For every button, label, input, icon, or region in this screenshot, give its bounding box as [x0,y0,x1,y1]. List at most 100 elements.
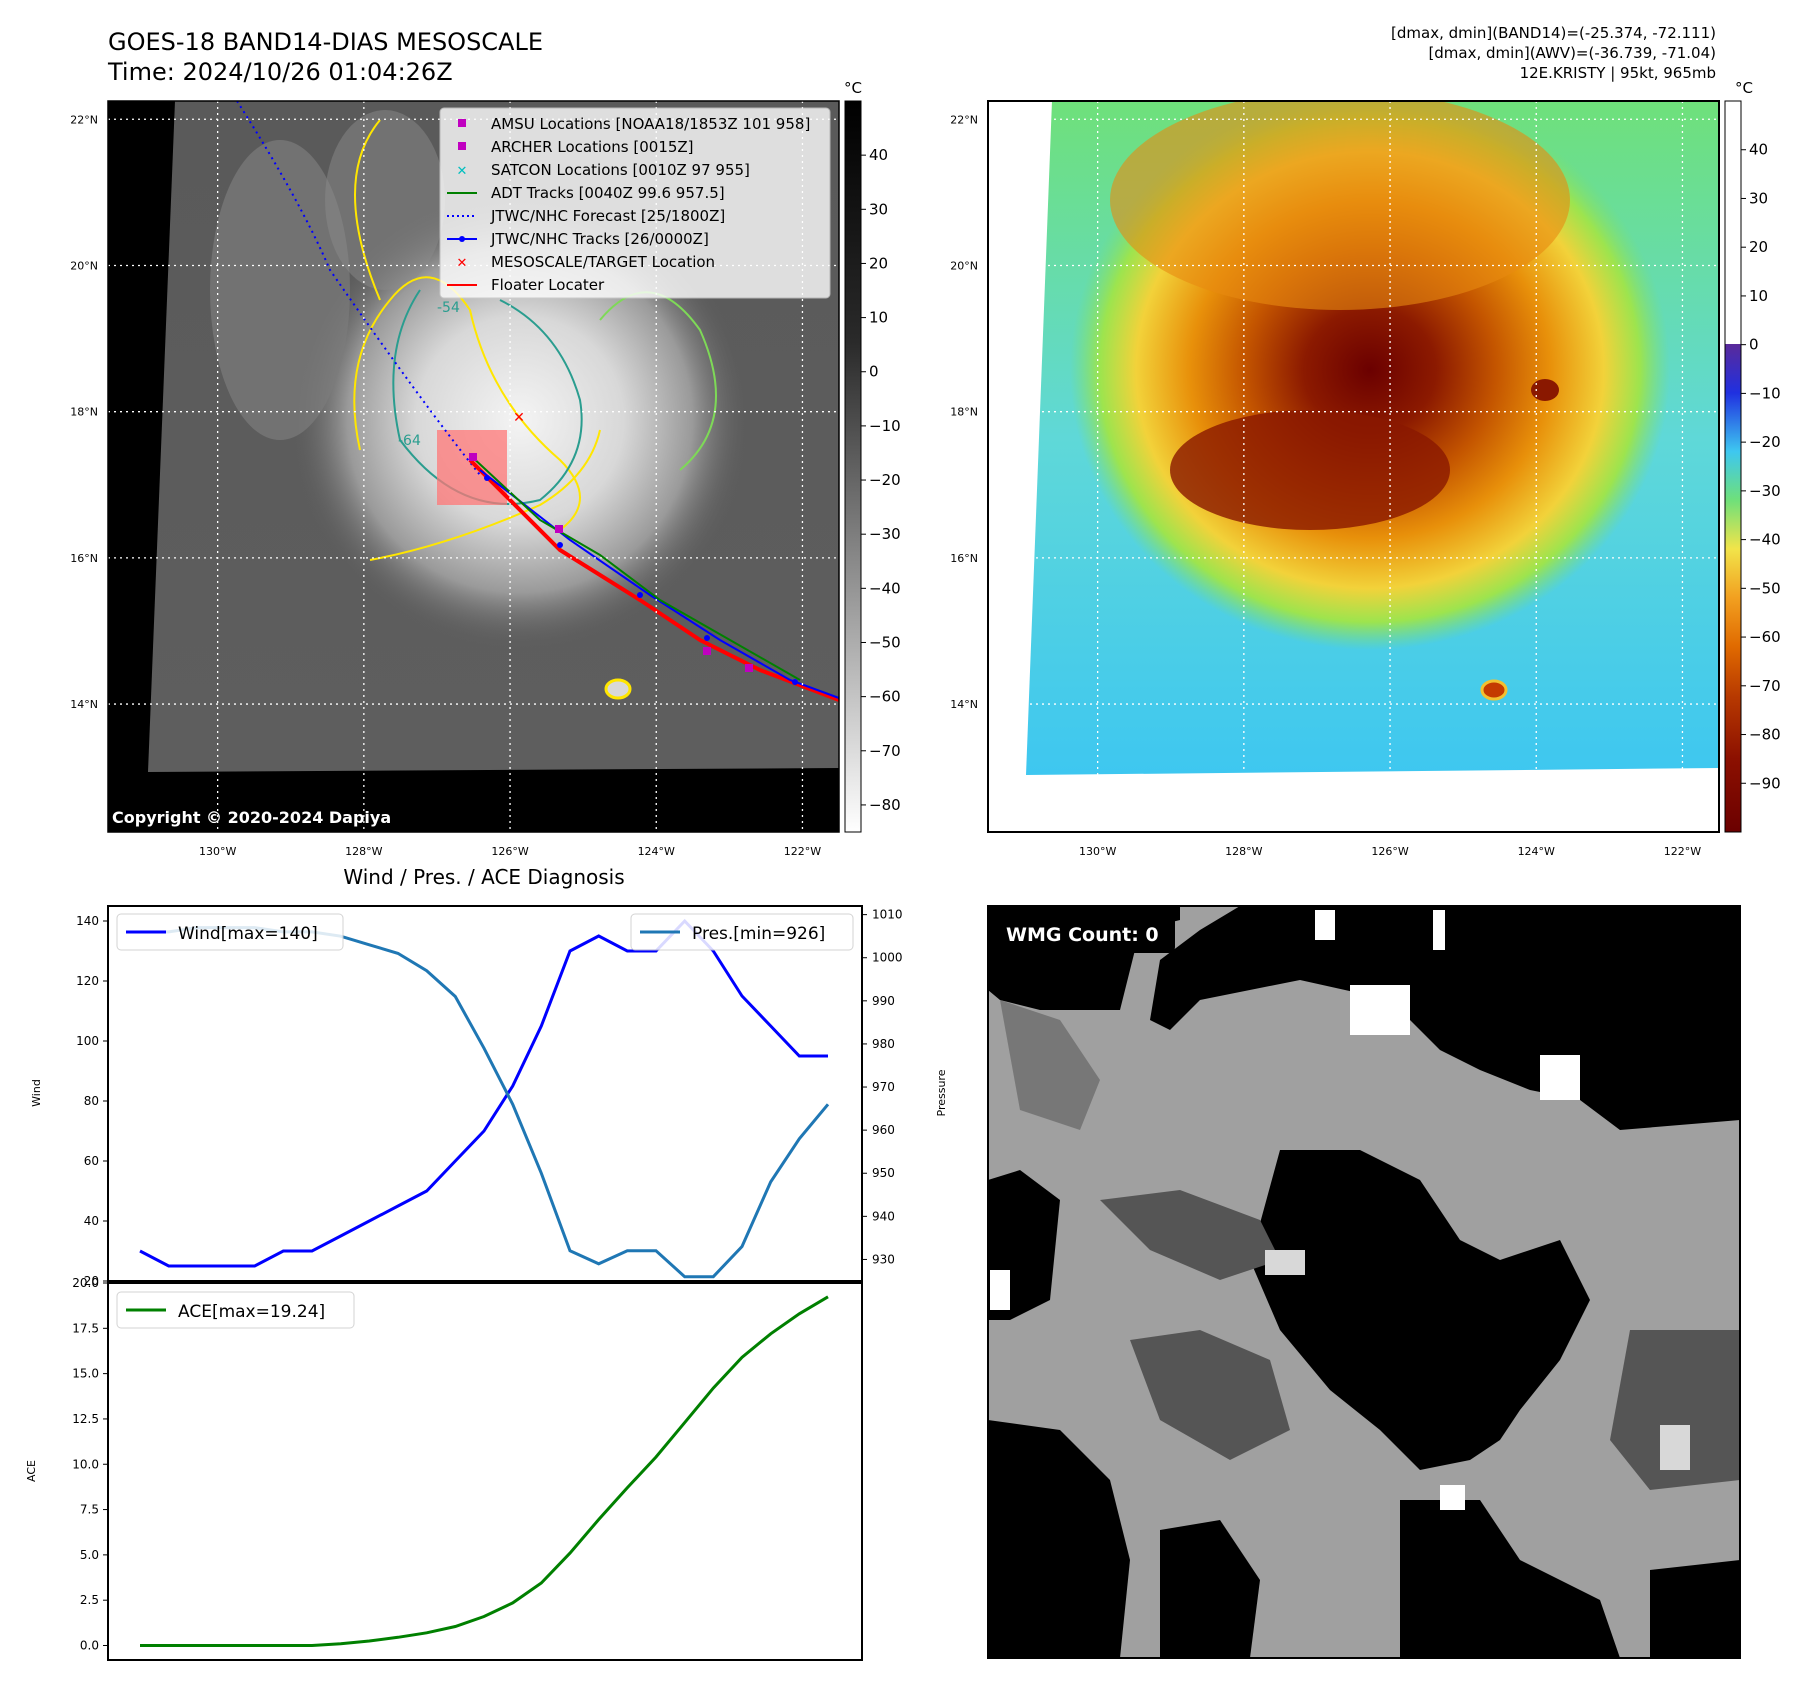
legend-label: JTWC/NHC Forecast [25/1800Z] [490,207,725,225]
colorbar-tick-label: 40 [869,146,888,164]
lon-label: 130°W [1079,845,1116,858]
legend-label: MESOSCALE/TARGET Location [491,253,715,271]
colorbar-tick-label: −10 [1749,384,1781,402]
wmg-count-badge [999,916,1175,953]
lon-label: 126°W [491,845,528,858]
color-cloud-core [1170,410,1450,530]
wind-pres-chart: Wind / Pres. / ACE Diagnosis 20 40 60 80 100… [30,865,948,1288]
wind-tick-label: 100 [76,1034,99,1048]
floater-box [437,430,507,505]
colorbar-tick-label: −50 [1749,579,1781,597]
legend-marker: ✕ [457,164,468,179]
pres-legend-box [630,913,854,951]
pres-legend: Pres.[min=926] [630,913,854,951]
lat-label: 20°N [950,259,978,272]
ace-frame [107,1282,863,1661]
pres-legend-label: Pres.[min=926] [692,924,825,944]
colorbar-tick-label: 20 [869,254,888,272]
wmg-imagery [988,906,1740,1658]
ace-tick-label: 15.0 [72,1367,99,1381]
lon-label: 128°W [345,845,382,858]
wind-tick-label: 120 [76,974,99,988]
lat-label: 14°N [950,698,978,711]
ace-legend-box [116,1291,355,1329]
legend-marker [458,142,466,150]
legend-entry: JTWC/NHC Tracks [26/0000Z] [447,230,709,248]
colorbar-tick-label: −30 [1749,482,1781,500]
ir-lat-labels: 22°N 20°N 18°N 16°N 14°N [70,113,98,711]
wind-tick-label: 60 [84,1154,99,1168]
pres-tick-label: 940 [872,1209,895,1223]
ace-legend-label: ACE[max=19.24] [178,1302,325,1322]
ace-tick-label: 7.5 [80,1503,99,1517]
ir-lon-labels: 130°W 128°W 126°W 124°W 122°W [199,845,821,858]
colorbar-tick-label: −70 [869,742,901,760]
ir-small-cell [604,678,632,700]
jtwc-track-points [484,475,798,685]
color-map-panel: 22°N 20°N 18°N 16°N 14°N 130°W 128°W 126°W 124°… [950,79,1780,858]
color-colorbar-unit: °C [1735,79,1753,97]
ir-colorbar-unit: °C [844,79,862,97]
colorbar-tick-label: −20 [1749,433,1781,451]
stats-storm: 12E.KRISTY | 95kt, 965mb [1520,64,1716,82]
wmg-frame [987,905,1741,1659]
lon-label: 126°W [1371,845,1408,858]
color-map-gridlines [988,101,1719,832]
ace-tick-label: 5.0 [80,1548,99,1562]
wind-legend-label: Wind[max=140] [178,924,318,944]
lat-label: 18°N [950,406,978,419]
wind-series-line [139,918,828,1268]
colorbar-tick-label: 0 [869,363,879,381]
legend-entry: Floater Locater [447,276,605,294]
pres-tick-label: 990 [872,994,895,1008]
stats-band14: [dmax, dmin](BAND14)=(-25.374, -72.111) [1391,24,1716,42]
lat-label: 20°N [70,259,98,272]
colorbar-tick-label: 0 [1749,336,1759,354]
legend-label: ADT Tracks [0040Z 99.6 957.5] [491,184,725,202]
lon-label: 130°W [199,845,236,858]
ace-tick-label: 12.5 [72,1412,99,1426]
colorbar-tick-label: −90 [1749,774,1781,792]
contour-label-64: -64 [398,433,421,449]
forecast-track [236,101,481,476]
ace-tick-label: 10.0 [72,1457,99,1471]
colorbar-tick-label: 10 [1749,287,1768,305]
color-colorbar-frame [1724,100,1742,833]
legend-entry: ADT Tracks [0040Z 99.6 957.5] [447,184,725,202]
legend-entry: ✕ MESOSCALE/TARGET Location [457,253,716,271]
colorbar-tick-label: −60 [869,688,901,706]
colorbar-tick-label: −30 [869,525,901,543]
ir-cloud-band [210,140,350,440]
figure-title: GOES-18 BAND14-DIAS MESOSCALE [108,28,543,56]
colorbar-tick-label: −40 [869,579,901,597]
stats-awv: [dmax, dmin](AWV)=(-36.739, -71.04) [1428,44,1716,62]
copyright-text: Copyright © 2020-2024 Dapiya [112,808,391,827]
colorbar-tick-label: −20 [869,471,901,489]
ace-tick-label: 0.0 [80,1639,99,1653]
legend-label: AMSU Locations [NOAA18/1853Z 101 958] [491,115,810,133]
ir-map-frame [107,100,840,833]
colorbar-tick-label: −50 [869,633,901,651]
wind-tick-label: 20 [84,1274,99,1288]
legend-label: JTWC/NHC Tracks [26/0000Z] [490,230,709,248]
wind-pres-frame [107,905,863,1282]
legend-marker: ✕ [457,256,468,271]
colorbar-tick-label: 30 [869,200,888,218]
color-colorbar-top [1725,101,1741,344]
color-small-cell-1 [1531,379,1559,401]
colorbar-tick-label: −40 [1749,531,1781,549]
ir-contour-yellow-2 [353,276,581,531]
lon-label: 122°W [784,845,821,858]
ir-colorbar: °C 40 30 20 10 0 −10 −20 −30 −40 −50 −60 −70 −80 [844,79,901,833]
ace-legend: ACE[max=19.24] [116,1291,355,1329]
ace-tick-label: 17.5 [72,1321,99,1335]
lat-label: 18°N [70,406,98,419]
ir-contour-teal [392,289,583,505]
adt-track [469,454,801,681]
lat-label: 22°N [950,113,978,126]
ace-series-line [140,1295,829,1647]
lon-label: 124°W [1518,845,1555,858]
ir-storm-cloud [290,190,750,650]
legend-label: SATCON Locations [0010Z 97 955] [491,161,750,179]
ir-colorbar-bar [844,100,862,833]
